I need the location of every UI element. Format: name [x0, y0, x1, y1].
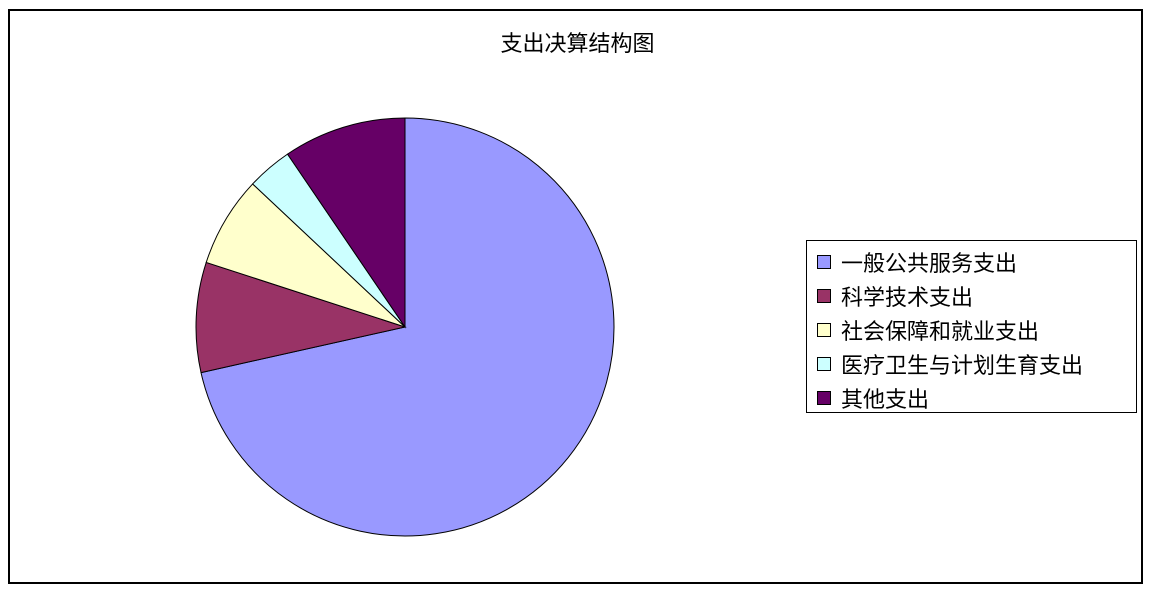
legend-swatch: [817, 357, 831, 371]
legend-item-social-security: 社会保障和就业支出: [807, 313, 1136, 347]
legend-swatch: [817, 255, 831, 269]
pie-slice-general-public-services: [200, 117, 615, 537]
pie-slice-other: [286, 117, 406, 329]
legend-swatch: [817, 289, 831, 303]
legend-swatch: [817, 391, 831, 405]
legend-item-other: 其他支出: [807, 381, 1136, 415]
legend-label: 社会保障和就业支出: [841, 320, 1040, 345]
legend-item-general-public-services: 一般公共服务支出: [807, 245, 1136, 279]
legend-label: 科学技术支出: [841, 286, 974, 311]
pie-slice-science-technology: [195, 261, 407, 374]
legend: 一般公共服务支出 科学技术支出 社会保障和就业支出 医疗卫生与计划生育支出 其他…: [806, 240, 1137, 413]
chart-title: 支出决算结构图: [500, 32, 655, 57]
legend-swatch: [817, 323, 831, 337]
legend-item-science-technology: 科学技术支出: [807, 279, 1136, 313]
legend-label: 医疗卫生与计划生育支出: [841, 354, 1084, 379]
legend-label: 其他支出: [841, 388, 930, 413]
legend-label: 一般公共服务支出: [841, 252, 1018, 277]
legend-item-healthcare: 医疗卫生与计划生育支出: [807, 347, 1136, 381]
